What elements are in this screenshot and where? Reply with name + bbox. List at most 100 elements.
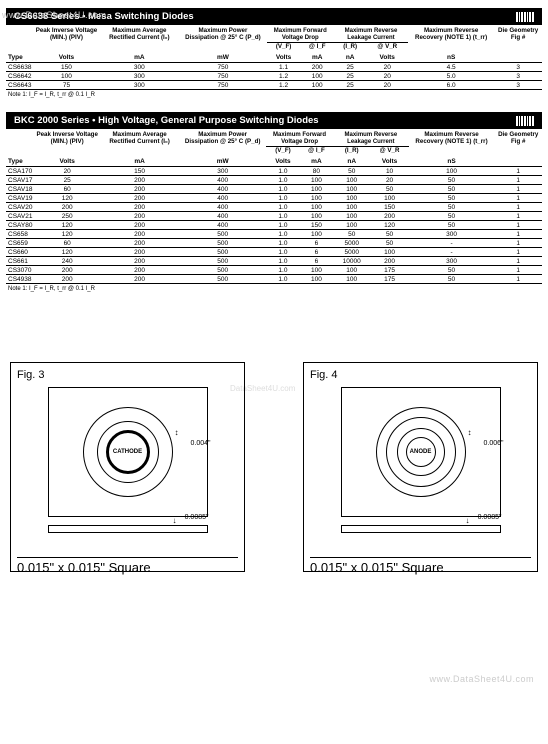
cell-vf: 1.2 xyxy=(267,81,301,90)
figures-row: Fig. 3 CATHODE 0.004" ↕ 0.0085" ↓ 0.015"… xyxy=(10,362,538,572)
cell-pd: 400 xyxy=(179,185,266,194)
cell-piv: 250 xyxy=(34,212,99,221)
cell-type: CS4938 xyxy=(6,275,34,284)
fig4-title: Fig. 4 xyxy=(310,369,531,381)
cell-piv: 200 xyxy=(34,275,99,284)
cell-die: 1 xyxy=(494,248,542,257)
cell-iavg: 300 xyxy=(99,63,179,72)
fig4-square: ANODE 0.006" ↕ xyxy=(341,387,501,517)
cell-trr: 50 xyxy=(409,266,495,275)
table-row: CS66421003007501.210025205.03 xyxy=(6,72,542,81)
cell-vr: 50 xyxy=(370,230,408,239)
cell-pd: 400 xyxy=(179,221,266,230)
table-row: CS66381503007501.120025204.53 xyxy=(6,63,542,72)
cell-type: CS659 xyxy=(6,239,34,248)
cell-if: 100 xyxy=(300,176,333,185)
cell-if: 6 xyxy=(300,248,333,257)
col-pd: Maximum Power Dissipation @ 25° C (P_d) xyxy=(179,131,266,147)
col-fvd-group: Maximum Forward Voltage Drop xyxy=(266,131,333,147)
cell-type: CS6643 xyxy=(6,81,34,90)
cell-type: CSAV17 xyxy=(6,176,34,185)
cell-vf: 1.0 xyxy=(266,176,300,185)
cell-if: 100 xyxy=(301,72,334,81)
fig4-caption: 0.015" x 0.015" Square xyxy=(310,557,531,575)
cell-vr: 20 xyxy=(370,176,408,185)
col-ir: (I_R) xyxy=(333,147,370,156)
col-pd: Maximum Power Dissipation @ 25° C (P_d) xyxy=(179,27,266,43)
cell-vr: 200 xyxy=(370,212,408,221)
cell-type: CSAV19 xyxy=(6,194,34,203)
fig3-dim1: 0.004" xyxy=(190,440,210,447)
table-row: CSA170201503001.08050101001 xyxy=(6,167,542,176)
cell-trr: 50 xyxy=(409,185,495,194)
cell-piv: 100 xyxy=(34,72,100,81)
cell-type: CSAV18 xyxy=(6,185,34,194)
cell-ir: 100 xyxy=(333,212,370,221)
cell-if: 100 xyxy=(300,185,333,194)
cell-iavg: 300 xyxy=(99,72,179,81)
cell-trr: - xyxy=(409,248,495,257)
fig3-caption: 0.015" x 0.015" Square xyxy=(17,557,238,575)
cell-trr: 300 xyxy=(409,230,495,239)
cell-vf: 1.0 xyxy=(266,212,300,221)
arrow-up-icon: ↕ xyxy=(468,428,472,437)
cell-ir: 100 xyxy=(333,185,370,194)
cell-trr: - xyxy=(409,239,495,248)
col-piv: Peak Inverse Voltage (MIN.) (PIV) xyxy=(34,27,100,43)
cell-vf: 1.0 xyxy=(266,221,300,230)
cell-if: 6 xyxy=(300,257,333,266)
cell-pd: 500 xyxy=(179,266,266,275)
cell-ir: 100 xyxy=(333,194,370,203)
col-iavg: Maximum Average Rectified Current (I₀) xyxy=(99,27,179,43)
barcode-icon xyxy=(516,116,534,126)
cell-type: CSAY80 xyxy=(6,221,34,230)
cell-piv: 200 xyxy=(34,203,99,212)
fig4-center-label: ANODE xyxy=(410,449,432,455)
col-piv: Peak Inverse Voltage (MIN.) (PIV) xyxy=(34,131,99,147)
col-die: Die Geometry Fig # xyxy=(494,131,542,147)
cell-vf: 1.0 xyxy=(266,185,300,194)
cell-vf: 1.0 xyxy=(266,257,300,266)
cell-ir: 25 xyxy=(334,72,367,81)
cell-piv: 150 xyxy=(34,63,100,72)
cell-iavg: 200 xyxy=(100,266,179,275)
cell-die: 3 xyxy=(494,72,542,81)
cell-pd: 400 xyxy=(179,212,266,221)
cell-die: 1 xyxy=(494,185,542,194)
cell-piv: 120 xyxy=(34,221,99,230)
cell-die: 1 xyxy=(494,221,542,230)
cell-pd: 500 xyxy=(179,248,266,257)
cell-die: 1 xyxy=(494,239,542,248)
cell-die: 1 xyxy=(494,176,542,185)
cell-vf: 1.0 xyxy=(266,230,300,239)
fig3-square: CATHODE 0.004" ↕ xyxy=(48,387,208,517)
cell-iavg: 200 xyxy=(100,194,179,203)
col-vf: (V_F) xyxy=(267,43,301,52)
cell-vr: 20 xyxy=(366,81,408,90)
cell-iavg: 200 xyxy=(100,221,179,230)
col-trr: Maximum Reverse Recovery (NOTE 1) (t_rr) xyxy=(408,27,494,43)
cell-die: 1 xyxy=(494,167,542,176)
unit-vr: Volts xyxy=(366,52,408,63)
series1-table: Peak Inverse Voltage (MIN.) (PIV) Maximu… xyxy=(6,27,542,90)
table-row: CSAV17252004001.010010020501 xyxy=(6,176,542,185)
cell-type: CSA170 xyxy=(6,167,34,176)
cell-pd: 750 xyxy=(179,72,266,81)
cell-trr: 50 xyxy=(409,176,495,185)
cell-ir: 5000 xyxy=(333,239,370,248)
cell-iavg: 200 xyxy=(100,239,179,248)
cell-vr: 100 xyxy=(370,248,408,257)
cell-iavg: 200 xyxy=(100,176,179,185)
series1-note: Note 1: I_F = I_R, t_rr @ 0.1 I_R xyxy=(8,92,540,98)
cell-type: CS6642 xyxy=(6,72,34,81)
table-row: CS6643753007501.210025206.03 xyxy=(6,81,542,90)
table-row: CS6612402005001.06100002003001 xyxy=(6,257,542,266)
watermark-top: www.DataSheet4U.com xyxy=(2,10,107,20)
watermark-bottom: www.DataSheet4U.com xyxy=(429,674,534,684)
cell-vr: 200 xyxy=(370,257,408,266)
cell-vr: 50 xyxy=(370,239,408,248)
cell-vr: 100 xyxy=(370,194,408,203)
cell-iavg: 200 xyxy=(100,212,179,221)
cell-ir: 25 xyxy=(334,63,367,72)
cell-die: 1 xyxy=(494,194,542,203)
